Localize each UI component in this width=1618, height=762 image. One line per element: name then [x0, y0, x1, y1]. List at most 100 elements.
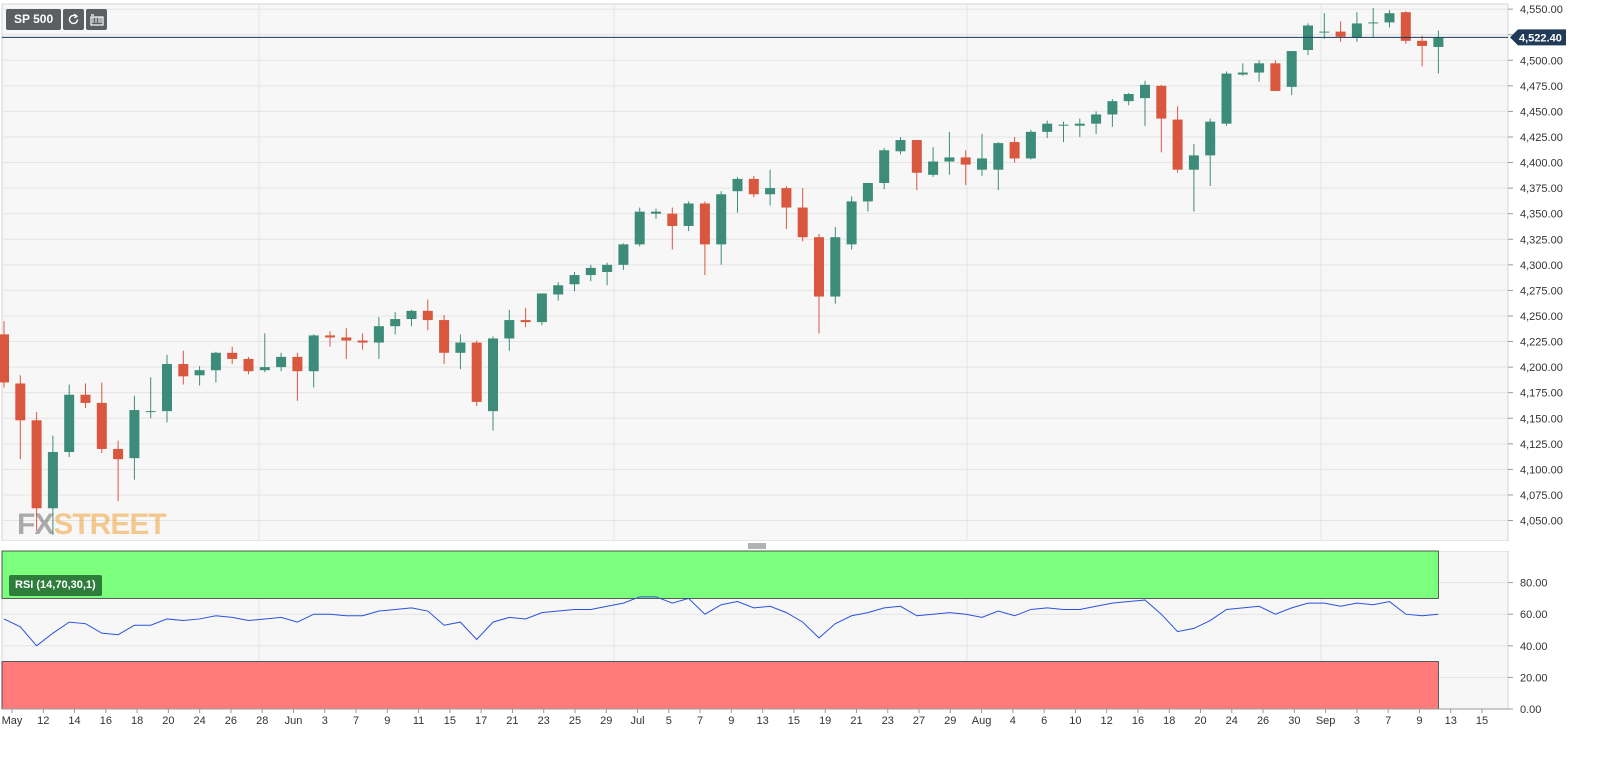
x-tick-label: 5: [666, 715, 672, 727]
candle: [488, 336, 498, 431]
fxstreet-logo: FXSTREET: [17, 508, 167, 542]
candle-body: [357, 340, 368, 343]
candle-body: [1237, 72, 1248, 75]
candle: [1042, 120, 1053, 138]
price-tick-label: 4,050.00: [1520, 516, 1563, 528]
candle-body: [64, 394, 75, 453]
candle: [1091, 111, 1102, 134]
price-tick-label: 4,300.00: [1520, 260, 1563, 272]
rsi-oversold-zone: [1, 661, 1439, 710]
candle-body: [406, 310, 417, 320]
candle: [765, 169, 776, 206]
candle-body: [1400, 12, 1411, 41]
x-tick-label: 10: [1069, 715, 1081, 727]
candle-body: [667, 213, 678, 226]
candle-body: [651, 211, 661, 214]
candle: [145, 377, 156, 419]
price-tick-label: 4,350.00: [1520, 209, 1563, 221]
candle: [699, 201, 710, 276]
price-tick-label: 4,175.00: [1520, 388, 1563, 400]
x-tick-label: 16: [100, 715, 112, 727]
candle: [504, 309, 515, 351]
symbol-title[interactable]: SP 500: [6, 9, 62, 30]
candle: [1107, 99, 1118, 127]
candle: [814, 234, 824, 334]
candle-body: [422, 310, 433, 321]
x-tick-label: Sep: [1316, 715, 1336, 727]
candle: [471, 340, 482, 406]
x-tick-label: 9: [384, 715, 390, 727]
x-tick-label: 12: [37, 715, 49, 727]
candle: [162, 354, 172, 423]
candle-body: [895, 140, 906, 152]
candle-body: [96, 402, 107, 449]
candle-body: [862, 183, 873, 202]
candle-body: [325, 335, 335, 338]
candle: [716, 191, 727, 265]
candle: [96, 382, 107, 454]
candle: [1074, 118, 1085, 137]
candle-body: [259, 367, 270, 371]
candle-body: [536, 293, 547, 323]
candle: [455, 334, 466, 370]
candle-body: [846, 201, 857, 245]
candle-body: [797, 207, 808, 238]
candle-body: [781, 188, 792, 208]
candle-body: [1286, 51, 1297, 87]
candle: [113, 440, 124, 502]
candle-body: [1091, 114, 1102, 124]
candle-body: [1351, 23, 1362, 38]
candle: [373, 316, 384, 359]
candle: [536, 293, 547, 326]
candle-body: [80, 394, 91, 403]
price-tick-label: 4,450.00: [1520, 106, 1563, 118]
candle: [31, 412, 42, 531]
x-tick-label: 20: [162, 715, 174, 727]
chart-settings-icon[interactable]: [86, 9, 108, 30]
candle-body: [15, 383, 26, 421]
panel-splitter: [0, 541, 1618, 551]
x-tick-label: 26: [1257, 715, 1269, 727]
candle: [1286, 51, 1297, 96]
x-tick-label: 25: [569, 715, 581, 727]
candle-body: [928, 161, 939, 175]
candle-body: [243, 358, 254, 372]
x-tick-label: 24: [1226, 715, 1238, 727]
candle: [602, 262, 613, 286]
rsi-tick-label: 60.00: [1520, 609, 1548, 621]
candle-body: [145, 411, 156, 413]
rsi-indicator-label[interactable]: RSI (14,70,30,1): [9, 575, 102, 596]
candle: [47, 435, 58, 535]
candle-body: [1123, 94, 1134, 102]
rsi-overbought-zone: [1, 550, 1439, 599]
candle: [1058, 121, 1069, 143]
x-tick-label: 11: [413, 715, 424, 727]
x-tick-label: 19: [819, 715, 831, 727]
candle-body: [634, 211, 645, 245]
candle-body: [1417, 40, 1428, 46]
price-tick-label: 4,225.00: [1520, 337, 1563, 349]
price-tick-label: 4,550.00: [1520, 4, 1563, 16]
x-tick-label: 12: [1101, 715, 1113, 727]
refresh-icon[interactable]: [63, 9, 85, 30]
x-tick-label: 9: [728, 715, 734, 727]
rsi-tick-label: 20.00: [1520, 672, 1548, 684]
candle: [1172, 106, 1183, 173]
candle: [390, 311, 401, 335]
candle: [683, 201, 694, 232]
candle-body: [113, 448, 124, 460]
rsi-tick-label: 0.00: [1520, 704, 1541, 716]
x-tick-label: 7: [353, 715, 359, 727]
x-tick-label: 28: [256, 715, 268, 727]
x-tick-label: 21: [850, 715, 862, 727]
price-tick-label: 4,125.00: [1520, 439, 1563, 451]
candle: [846, 196, 857, 250]
candle: [439, 314, 450, 365]
price-tick-label: 4,275.00: [1520, 285, 1563, 297]
candle-body: [1221, 73, 1232, 124]
chart-toolbar: SP 500: [6, 9, 108, 30]
candle-body: [1025, 131, 1036, 159]
last-price-tag: [1510, 29, 1566, 46]
candle-body: [439, 320, 450, 353]
